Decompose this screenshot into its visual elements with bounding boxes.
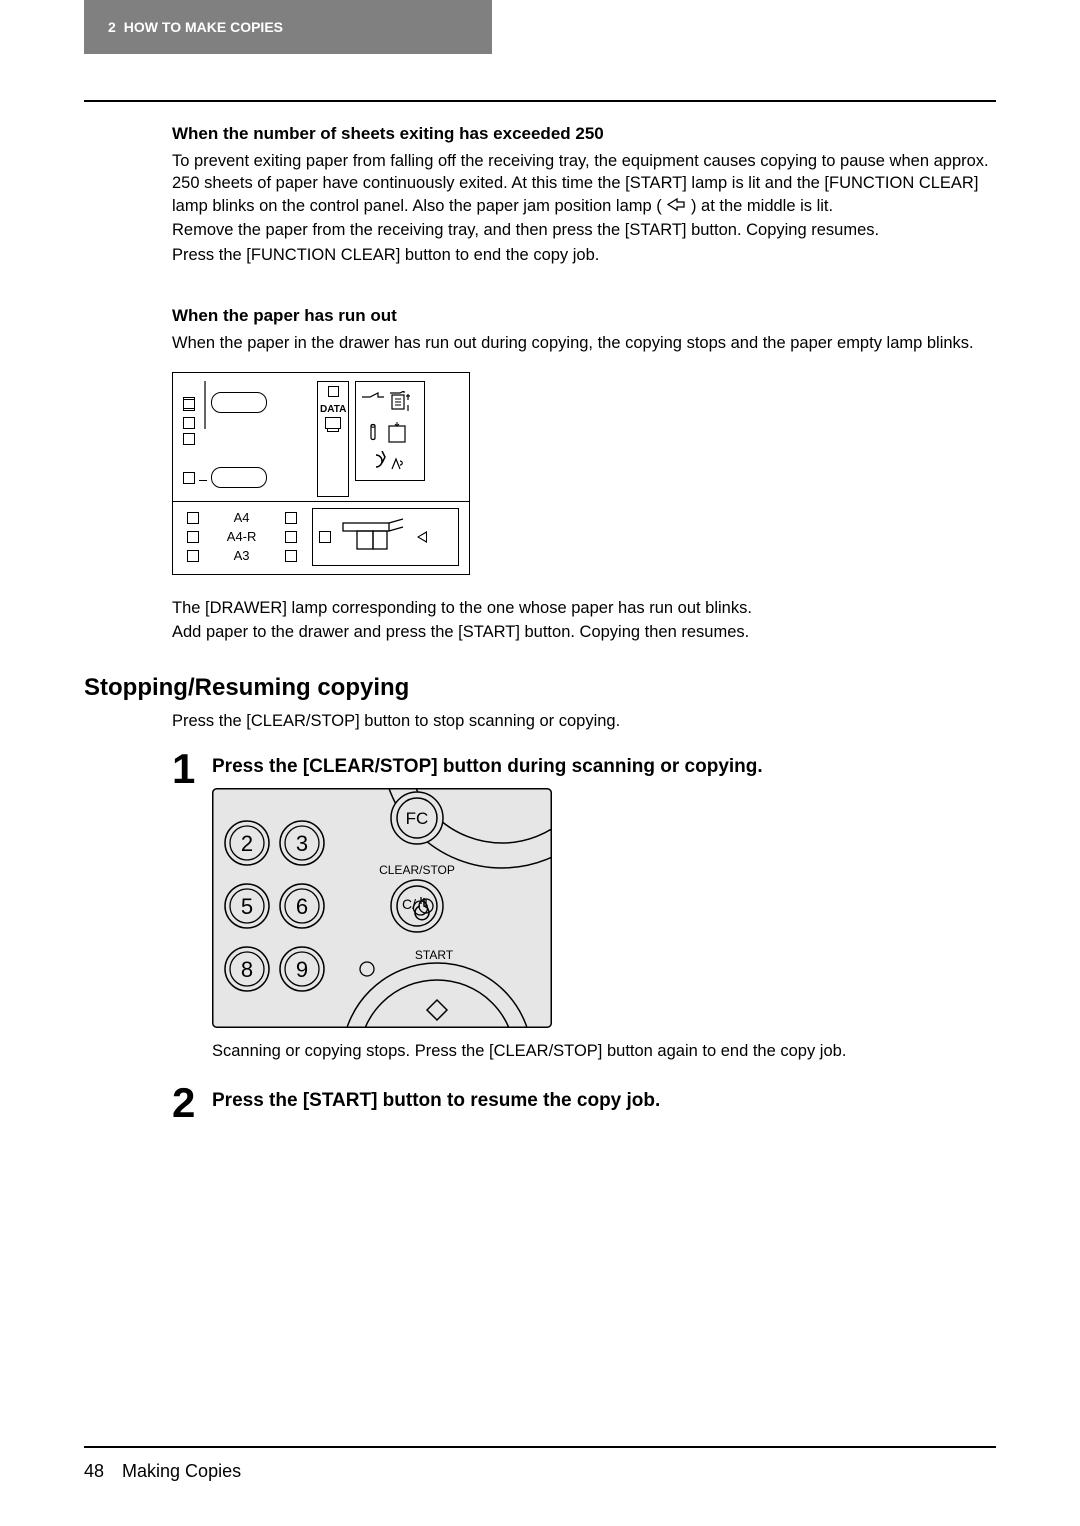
service-icon — [370, 451, 410, 471]
tray-indicator — [312, 508, 459, 566]
toner-paper-icon — [365, 422, 415, 446]
size-label: A3 — [234, 548, 250, 563]
arrow-left-icon — [667, 195, 685, 217]
control-panel-diagram: FC 2 3 5 6 8 9 CLEAR/STOP C/ — [212, 788, 552, 1028]
paper-size-list: A4 A4-R A3 — [183, 508, 300, 566]
section-paper-runout: When the paper has run out When the pape… — [172, 306, 996, 354]
bottom-rule — [84, 1446, 996, 1448]
para-text: Remove the paper from the receiving tray… — [172, 219, 996, 241]
step-1: 1 Press the [CLEAR/STOP] button during s… — [172, 748, 996, 1064]
page-footer: 48 Making Copies — [84, 1461, 241, 1482]
chapter-header: 2 HOW TO MAKE COPIES — [84, 0, 492, 54]
section-exceeded-250: When the number of sheets exiting has ex… — [172, 124, 996, 266]
para-text: To prevent exiting paper from falling of… — [172, 152, 989, 215]
tray-icon — [339, 517, 409, 557]
size-label: A4-R — [227, 529, 257, 544]
step-heading: Press the [START] button to resume the c… — [212, 1090, 996, 1112]
para-text: The [DRAWER] lamp corresponding to the o… — [172, 597, 996, 619]
svg-text:3: 3 — [296, 831, 308, 856]
chapter-title: HOW TO MAKE COPIES — [124, 19, 283, 35]
step-after-text: Scanning or copying stops. Press the [CL… — [212, 1040, 996, 1062]
svg-text:8: 8 — [241, 957, 253, 982]
indicator-panel-diagram: DATA — [172, 372, 470, 575]
main-heading: Stopping/Resuming copying — [84, 674, 996, 702]
doc-flow-icon — [360, 391, 420, 417]
arrow-left-icon — [417, 531, 427, 543]
svg-text:5: 5 — [241, 894, 253, 919]
section-heading: When the paper has run out — [172, 306, 996, 326]
clearstop-label: CLEAR/STOP — [379, 863, 455, 877]
para-text: When the paper in the drawer has run out… — [172, 332, 996, 354]
para-text: Press the [FUNCTION CLEAR] button to end… — [172, 244, 996, 266]
lamp-column — [183, 381, 311, 497]
start-label: START — [415, 948, 454, 962]
fc-button-label: FC — [406, 809, 429, 828]
section-after-diagram: The [DRAWER] lamp corresponding to the o… — [172, 597, 996, 644]
top-rule — [84, 100, 996, 102]
step-2: 2 Press the [START] button to resume the… — [172, 1082, 996, 1124]
page-number: 48 — [84, 1461, 104, 1482]
data-lamp-box: DATA — [317, 381, 349, 497]
section-heading: When the number of sheets exiting has ex… — [172, 124, 996, 144]
footer-section: Making Copies — [122, 1461, 241, 1482]
para-text: Add paper to the drawer and press the [S… — [172, 621, 996, 643]
svg-text:9: 9 — [296, 957, 308, 982]
status-icons-box — [355, 381, 425, 481]
page-content: When the number of sheets exiting has ex… — [84, 100, 996, 1124]
step-heading: Press the [CLEAR/STOP] button during sca… — [212, 756, 996, 778]
intro-text: Press the [CLEAR/STOP] button to stop sc… — [172, 710, 996, 732]
svg-text:6: 6 — [296, 894, 308, 919]
section-body: To prevent exiting paper from falling of… — [172, 150, 996, 266]
step-number: 1 — [172, 748, 212, 790]
chapter-number: 2 — [108, 19, 116, 35]
size-label: A4 — [234, 510, 250, 525]
step-number: 2 — [172, 1082, 212, 1124]
data-label: DATA — [320, 404, 346, 415]
section-body: When the paper in the drawer has run out… — [172, 332, 996, 354]
para-text: ) at the middle is lit. — [691, 197, 833, 215]
svg-text:2: 2 — [241, 831, 253, 856]
